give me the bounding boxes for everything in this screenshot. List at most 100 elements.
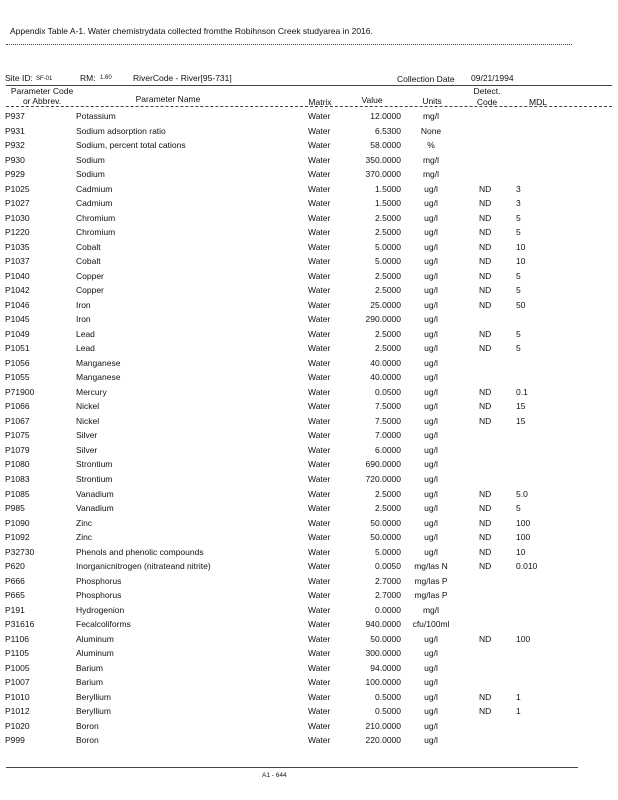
units: ug/l — [424, 459, 438, 470]
units: ug/l — [424, 488, 438, 499]
param-code: P1045 — [5, 314, 30, 325]
detect-code: ND — [479, 270, 492, 281]
matrix: Water — [308, 212, 331, 223]
value: 2.5000 — [375, 285, 401, 296]
param-code: P937 — [5, 111, 25, 121]
param-name: Iron — [76, 299, 91, 310]
param-name: Iron — [76, 314, 91, 325]
param-name: Chromium — [76, 212, 116, 223]
detect-code: ND — [479, 386, 492, 397]
detect-code: ND — [479, 401, 492, 412]
mdl: 10 — [516, 546, 526, 557]
detect-code: ND — [479, 241, 492, 252]
value: 5.0000 — [375, 256, 401, 267]
param-code: P1090 — [5, 517, 30, 528]
matrix: Water — [308, 604, 331, 615]
detect-code: ND — [479, 706, 492, 717]
units: ug/l — [424, 270, 438, 281]
param-name: Vanadium — [76, 503, 114, 514]
param-name: Boron — [76, 735, 99, 746]
value: 2.5000 — [375, 488, 401, 499]
value: 50.0000 — [370, 633, 401, 644]
detect-code: ND — [479, 503, 492, 514]
param-code: P191 — [5, 604, 25, 615]
mdl: 5 — [516, 503, 521, 514]
detect-code: ND — [479, 328, 492, 339]
param-name: Hydrogenion — [76, 604, 125, 615]
param-name: Sodium — [76, 154, 105, 165]
param-name: Phosphorus — [76, 590, 122, 601]
matrix: Water — [308, 169, 331, 180]
param-code: P1066 — [5, 401, 30, 412]
matrix: Water — [308, 648, 331, 659]
units: mg/las P — [414, 575, 448, 586]
mdl: 3 — [516, 183, 521, 194]
param-code: P1040 — [5, 270, 30, 281]
value: 58.0000 — [370, 140, 401, 151]
detect-code: ND — [479, 633, 492, 644]
value: 94.0000 — [370, 662, 401, 673]
matrix: Water — [308, 503, 331, 514]
detect-code: ND — [479, 561, 492, 572]
units: ug/l — [424, 227, 438, 238]
units: mg/las P — [414, 590, 448, 601]
mdl: 100 — [516, 633, 531, 644]
param-name: Silver — [76, 430, 98, 441]
param-code: P930 — [5, 154, 25, 165]
value: 0.0050 — [375, 561, 401, 572]
param-name: Nickel — [76, 401, 100, 412]
footer-rule — [6, 767, 578, 768]
mdl: 5 — [516, 212, 521, 223]
rm: 1.60 — [100, 75, 112, 81]
value: 2.5000 — [375, 270, 401, 281]
value: 7.5000 — [375, 401, 401, 412]
detect-code: ND — [479, 299, 492, 310]
matrix: Water — [308, 241, 331, 252]
header-rule — [6, 85, 612, 86]
matrix: Water — [308, 198, 331, 209]
value: 1.5000 — [375, 183, 401, 194]
value: 7.0000 — [375, 430, 401, 441]
matrix: Water — [308, 372, 331, 383]
matrix: Water — [308, 532, 331, 543]
column-header: or Abbrev. — [22, 96, 62, 106]
param-name: Cobalt — [76, 256, 101, 267]
mdl: 5 — [516, 285, 521, 296]
matrix: Water — [308, 575, 331, 586]
value: 40.0000 — [370, 357, 401, 368]
mdl: 5 — [516, 270, 521, 281]
value: 25.0000 — [370, 299, 401, 310]
units: ug/l — [424, 648, 438, 659]
mdl: 10 — [516, 256, 526, 267]
value: 210.0000 — [365, 720, 401, 731]
param-code: P665 — [5, 590, 25, 601]
matrix: Water — [308, 328, 331, 339]
matrix: Water — [308, 125, 331, 136]
param-name: Manganese — [76, 372, 121, 383]
units: ug/l — [424, 706, 438, 717]
matrix: Water — [308, 735, 331, 746]
value: 690.0000 — [365, 459, 401, 470]
param-code: P1092 — [5, 532, 30, 543]
matrix: Water — [308, 677, 331, 688]
column-header: Matrix — [308, 97, 332, 107]
param-name: Zinc — [76, 517, 93, 528]
value: 0.0000 — [375, 604, 401, 615]
param-code: P1105 — [5, 648, 29, 659]
units: mg/l — [422, 604, 440, 615]
units: ug/l — [424, 256, 438, 267]
detect-code: ND — [479, 227, 492, 238]
param-name: Cadmium — [76, 198, 113, 209]
column-header: Value — [361, 95, 383, 105]
mdl: 1 — [516, 706, 521, 717]
param-code: P1025 — [5, 183, 30, 194]
units: ug/l — [424, 198, 438, 209]
mdl: 0.010 — [516, 561, 538, 572]
value: 0.5000 — [375, 691, 401, 702]
value: 40.0000 — [370, 372, 401, 383]
param-name: Aluminum — [76, 648, 114, 659]
matrix: Water — [308, 706, 331, 717]
mdl: 100 — [516, 532, 531, 543]
units: ug/l — [424, 503, 438, 514]
